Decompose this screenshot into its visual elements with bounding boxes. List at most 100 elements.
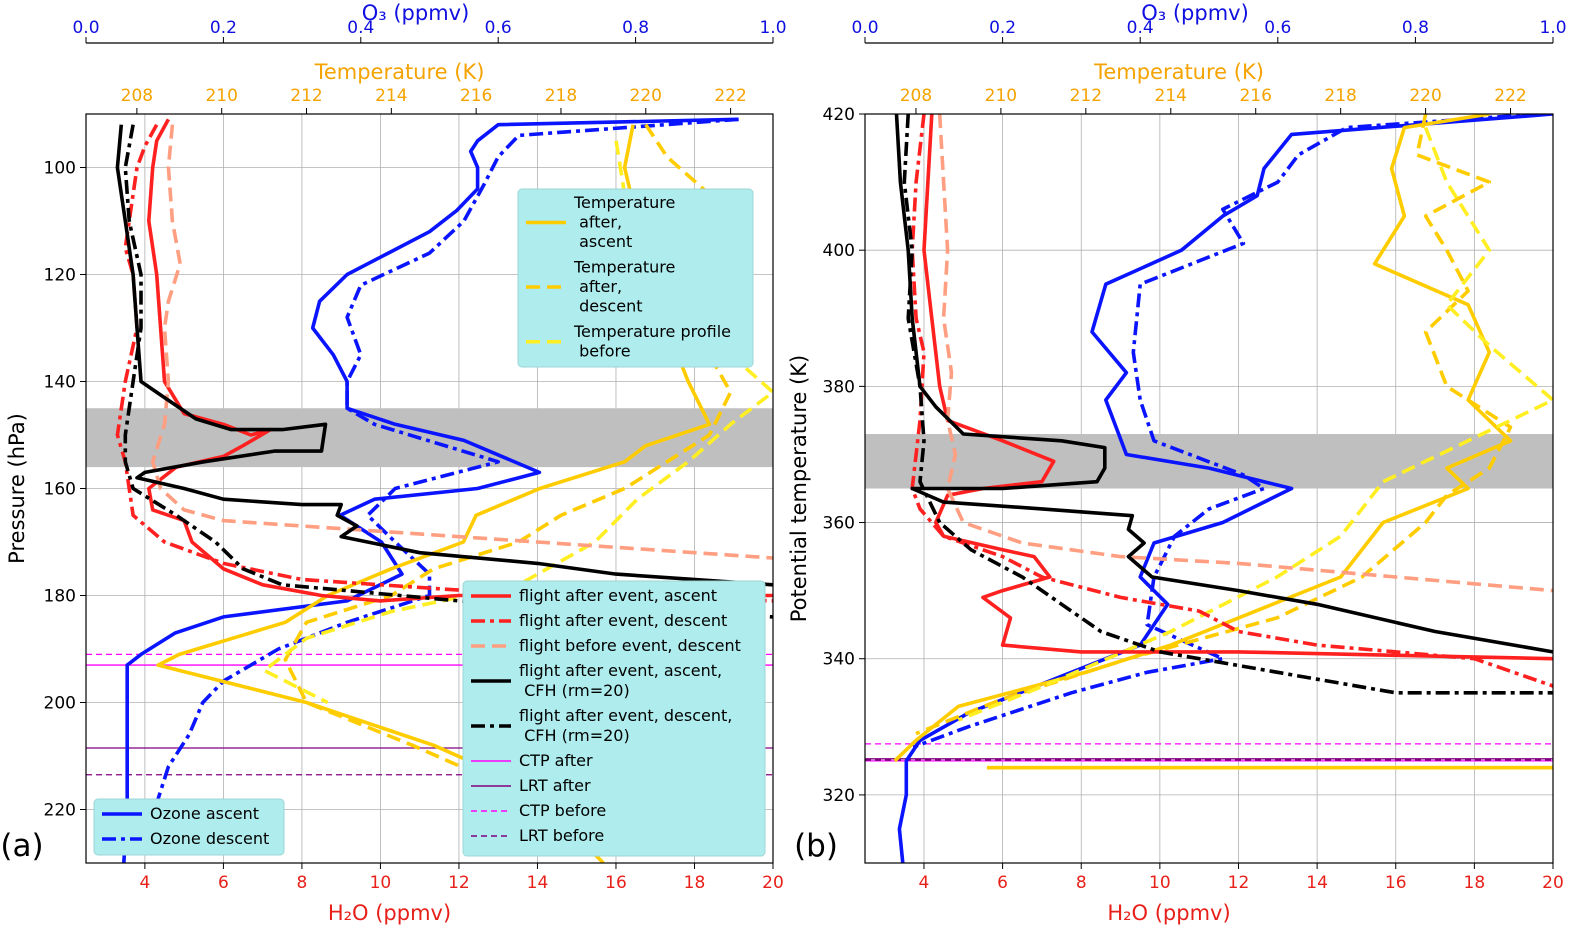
y-axis-label: Pressure (hPa) — [5, 413, 29, 564]
x-axis-label: H₂O (ppmv) — [1107, 901, 1230, 925]
ozone-axis-label: O₃ (ppmv) — [1141, 1, 1249, 25]
ozone-tick-label: 0.8 — [622, 18, 649, 38]
y-axis: 100 120 140 160 180 200 220 Pressure (hPa) — [5, 159, 86, 821]
series-temperature-profile-before — [957, 126, 1553, 722]
x-tick-label: 6 — [997, 873, 1008, 893]
x-axis-temperature: 208 210 212 214 216 218 220 222 Temperature (K) — [900, 60, 1527, 114]
x-tick-label: 8 — [1076, 873, 1087, 893]
x-tick-label: 8 — [297, 873, 308, 893]
legend-label: Temperature after, ascent — [573, 193, 675, 251]
series-group — [893, 114, 1553, 863]
x-tick-label: 16 — [605, 873, 627, 893]
legend-label: Temperature after, descent — [573, 258, 675, 316]
x-axis-ozone: 0.0 0.2 0.4 0.6 0.8 1.0 O₃ (ppmv) — [72, 1, 787, 44]
temp-tick-label: 218 — [545, 86, 577, 106]
x-tick-label: 6 — [218, 873, 229, 893]
temp-axis-label: Temperature (K) — [1093, 60, 1264, 84]
y-tick-label: 380 — [823, 377, 855, 397]
y-tick-label: 420 — [823, 105, 855, 125]
legend-label: Ozone ascent — [150, 804, 259, 823]
series-flight-before-event-descent — [937, 114, 1553, 593]
y-axis: 320 340 360 380 400 420 Potential temperature … — [787, 105, 865, 806]
x-tick-label: 10 — [1149, 873, 1171, 893]
temp-tick-label: 210 — [985, 86, 1017, 106]
series-ozone-ascent — [122, 117, 739, 863]
x-axis-ozone: 0.0 0.2 0.4 0.6 0.8 1.0 O₃ (ppmv) — [851, 1, 1567, 44]
legend-label: flight after event, ascent, CFH (rm=20) — [519, 661, 722, 700]
plot-frame — [864, 113, 1554, 864]
y-tick-label: 400 — [823, 241, 855, 261]
legend-label: LRT before — [519, 826, 604, 845]
x-tick-label: 10 — [370, 873, 392, 893]
temp-tick-label: 216 — [460, 86, 492, 106]
legend-frame — [517, 188, 754, 368]
legend-flights: flight after event, ascent flight after e… — [462, 580, 766, 857]
legend-frame — [462, 580, 766, 857]
series-ozone-ascent — [897, 114, 1553, 863]
ozone-tick-label: 0.8 — [1402, 18, 1429, 38]
x-axis-temperature: 208 210 212 214 216 218 220 222 Temperature (K) — [121, 60, 747, 114]
temp-tick-label: 220 — [1409, 86, 1441, 106]
ozone-tick-label: 0.4 — [347, 18, 374, 38]
series-temperature-after-descent — [915, 114, 1513, 736]
x-tick-label: 20 — [762, 873, 784, 893]
series-flight-after-event-ascent-cfh-rm-20 — [115, 124, 773, 587]
temp-tick-label: 212 — [1070, 86, 1102, 106]
temp-tick-label: 214 — [1155, 86, 1187, 106]
y-tick-label: 120 — [44, 266, 76, 286]
temp-tick-label: 216 — [1239, 86, 1271, 106]
x-tick-label: 14 — [1306, 873, 1328, 893]
ozone-tick-label: 0.0 — [851, 18, 878, 38]
x-tick-label: 18 — [684, 873, 706, 893]
ozone-tick-label: 0.6 — [1264, 18, 1291, 38]
ozone-tick-label: 0.4 — [1127, 18, 1154, 38]
temp-tick-label: 208 — [900, 86, 932, 106]
panel-a: 4 6 8 10 12 14 16 18 20 H₂O (ppmv) 208 210 212 214 216… — [0, 1, 786, 925]
x-axis-h2o: 4 6 8 10 12 14 16 18 20 H₂O (ppmv) — [139, 863, 784, 925]
x-axis-h2o: 4 6 8 10 12 14 16 18 20 H₂O (ppmv) — [919, 863, 1564, 925]
legend-label: Temperature profile before — [573, 322, 731, 361]
ozone-tick-label: 0.2 — [989, 18, 1016, 38]
legend-label: flight after event, descent — [519, 611, 727, 630]
x-tick-label: 4 — [919, 873, 930, 893]
temp-tick-label: 208 — [121, 86, 153, 106]
y-tick-label: 360 — [823, 514, 855, 534]
x-axis-label: H₂O (ppmv) — [328, 901, 451, 925]
temp-axis-label: Temperature (K) — [314, 60, 485, 84]
legend-label: CTP before — [519, 801, 606, 820]
temp-tick-label: 218 — [1324, 86, 1356, 106]
series-flight-after-event-descent — [910, 114, 1553, 688]
y-tick-label: 220 — [44, 801, 76, 821]
temp-tick-label: 222 — [1494, 86, 1526, 106]
panel-label: (b) — [794, 828, 838, 864]
y-tick-label: 140 — [44, 373, 76, 393]
x-tick-label: 18 — [1464, 873, 1486, 893]
y-tick-label: 180 — [44, 587, 76, 607]
series-flight-after-event-descent-cfh-rm-20 — [123, 124, 773, 619]
legend-label: Ozone descent — [150, 829, 269, 848]
y-tick-label: 340 — [823, 650, 855, 670]
legend-temperature: Temperature after, ascent Temperature aft… — [517, 188, 754, 368]
legend-ozone: Ozone ascent Ozone descent — [93, 798, 285, 856]
ozone-tick-label: 0.2 — [210, 18, 237, 38]
ozone-tick-label: 1.0 — [759, 18, 786, 38]
x-tick-label: 4 — [139, 873, 150, 893]
panel-label: (a) — [0, 828, 43, 864]
series-flight-before-event-descent — [150, 124, 773, 560]
ozone-tick-label: 1.0 — [1539, 18, 1566, 38]
legend-label: LRT after — [519, 776, 591, 795]
temp-tick-label: 210 — [205, 86, 237, 106]
x-tick-label: 20 — [1542, 873, 1564, 893]
temp-tick-label: 220 — [630, 86, 662, 106]
temp-tick-label: 212 — [290, 86, 322, 106]
panel-b: 4 6 8 10 12 14 16 18 20 H₂O (ppmv) 208 210 212 214 216… — [787, 1, 1567, 925]
legend-label: flight after event, descent, CFH (rm=20) — [519, 706, 732, 745]
x-tick-label: 12 — [1228, 873, 1250, 893]
x-tick-label: 16 — [1385, 873, 1407, 893]
ozone-tick-label: 0.6 — [485, 18, 512, 38]
series-flight-after-event-descent-cfh-rm-20 — [902, 114, 1553, 695]
y-tick-label: 320 — [823, 786, 855, 806]
legend-label: CTP after — [519, 751, 593, 770]
y-tick-label: 200 — [44, 694, 76, 714]
